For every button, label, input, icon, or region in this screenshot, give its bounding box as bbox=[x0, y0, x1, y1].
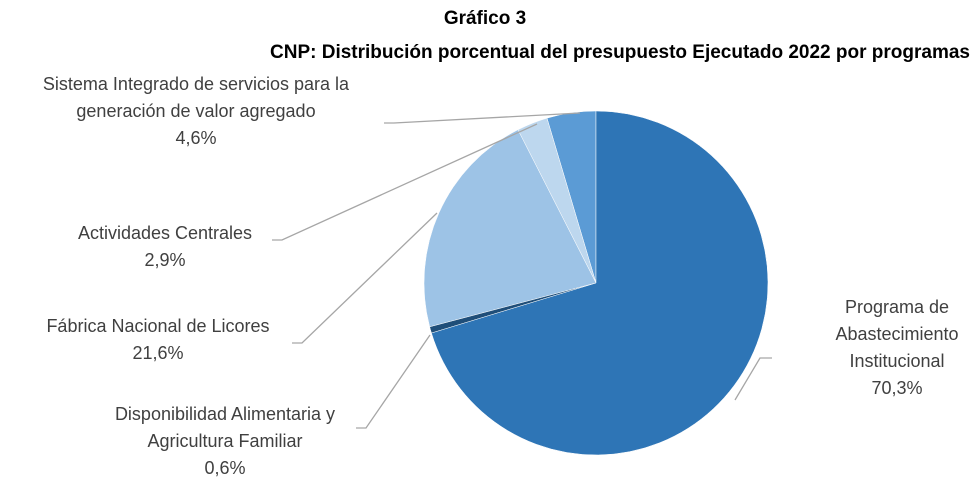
leader-line bbox=[292, 212, 438, 344]
chart-subtitle: CNP: Distribución porcentual del presupu… bbox=[270, 42, 970, 63]
slice-label: Disponibilidad Alimentaria y Agricultura… bbox=[114, 404, 336, 478]
slice-label: Fábrica Nacional de Licores 21,6% bbox=[46, 316, 270, 363]
slice-label: Sistema Integrado de servicios para la g… bbox=[42, 74, 350, 148]
leader-line bbox=[272, 123, 538, 241]
slice-label: Actividades Centrales 2,9% bbox=[77, 223, 253, 270]
leader-line bbox=[384, 112, 581, 124]
leader-line bbox=[734, 357, 772, 401]
chart-title: Gráfico 3 bbox=[443, 8, 527, 29]
leader-line bbox=[356, 334, 431, 429]
slice-label: Programa de Abastecimiento Institucional… bbox=[835, 297, 959, 398]
pie-slice bbox=[431, 110, 769, 456]
